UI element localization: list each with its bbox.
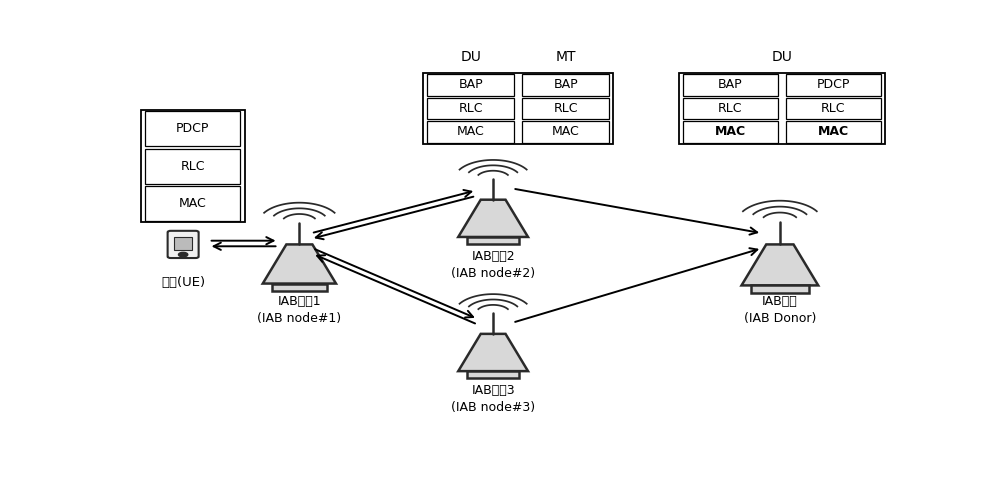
Text: 终端(UE): 终端(UE) [161,276,205,289]
Text: BAP: BAP [459,78,483,91]
Polygon shape [458,334,528,371]
Text: DU: DU [771,50,792,64]
Polygon shape [272,284,327,290]
Bar [786,97,881,119]
Bar [683,97,778,119]
Bar [683,121,778,143]
Text: RLC: RLC [821,102,845,115]
Text: MAC: MAC [552,125,580,138]
Bar [145,149,240,183]
FancyBboxPatch shape [168,231,199,258]
Text: PDCP: PDCP [816,78,850,91]
Bar [786,74,881,96]
Bar [683,74,778,96]
Text: MAC: MAC [457,125,485,138]
Bar [427,121,514,143]
Text: RLC: RLC [459,102,483,115]
Text: MT: MT [556,50,576,64]
Text: BAP: BAP [553,78,578,91]
Circle shape [178,252,188,257]
Bar [427,74,514,96]
Polygon shape [751,286,809,293]
Bar [427,97,514,119]
Bar [140,110,245,222]
Bar [174,237,192,250]
Polygon shape [467,371,519,378]
Text: BAP: BAP [718,78,743,91]
Text: MAC: MAC [179,197,207,210]
Text: RLC: RLC [181,160,205,173]
Bar [145,186,240,221]
Text: PDCP: PDCP [176,122,210,136]
Text: MAC: MAC [818,125,849,138]
Polygon shape [458,200,528,237]
Polygon shape [742,244,818,286]
Polygon shape [467,237,519,243]
Text: RLC: RLC [718,102,743,115]
Polygon shape [263,244,336,284]
Bar [522,97,609,119]
Text: DU: DU [460,50,481,64]
Text: RLC: RLC [554,102,578,115]
Bar [145,111,240,146]
Bar [522,121,609,143]
Text: MAC: MAC [715,125,746,138]
Text: IAB节点3
(IAB node#3): IAB节点3 (IAB node#3) [451,384,535,414]
Bar [679,73,885,144]
Bar [423,73,613,144]
Bar [786,121,881,143]
Text: IAB节点2
(IAB node#2): IAB节点2 (IAB node#2) [451,250,535,280]
Text: IAB节点1
(IAB node#1): IAB节点1 (IAB node#1) [257,295,341,325]
Bar [522,74,609,96]
Text: IAB施主
(IAB Donor): IAB施主 (IAB Donor) [744,295,816,325]
